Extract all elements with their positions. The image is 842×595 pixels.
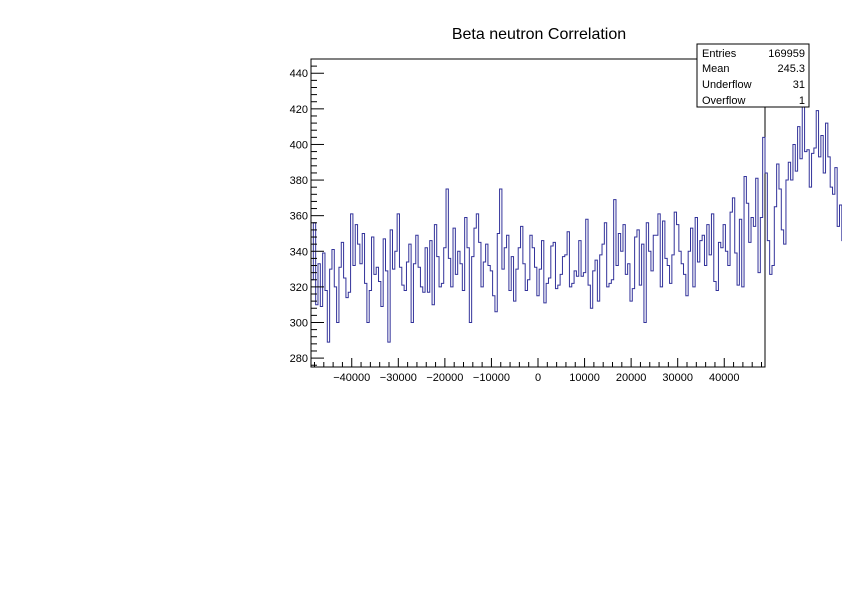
x-tick-label: −40000: [333, 372, 370, 384]
histogram-layer: [311, 85, 842, 343]
y-tick-label: 400: [290, 139, 308, 151]
x-tick-label: −10000: [473, 372, 510, 384]
stats-mean-label: Mean: [702, 63, 730, 75]
y-tick-label: 380: [290, 175, 308, 187]
stats-overflow-value: 1: [799, 95, 805, 107]
stats-underflow-value: 31: [793, 79, 805, 91]
x-tick-label: 0: [535, 372, 541, 384]
stats-box: Entries 169959 Mean 245.3 Underflow 31 O…: [696, 43, 810, 108]
y-tick-label: 440: [290, 68, 308, 80]
stats-entries-label: Entries: [702, 48, 737, 60]
y-tick-label: 320: [290, 282, 308, 294]
histogram-series-line: [311, 85, 842, 343]
stats-mean-value: 245.3: [777, 63, 805, 75]
x-tick-label: 10000: [569, 372, 600, 384]
y-tick-label: 280: [290, 353, 308, 365]
x-tick-label: 20000: [616, 372, 647, 384]
x-tick-label: 40000: [709, 372, 740, 384]
y-tick-label: 360: [290, 211, 308, 223]
stats-entries-value: 169959: [768, 48, 805, 60]
y-tick-label: 420: [290, 104, 308, 116]
stats-underflow-label: Underflow: [702, 79, 752, 91]
y-tick-label: 300: [290, 317, 308, 329]
x-tick-label: 30000: [662, 372, 693, 384]
x-tick-label: −20000: [426, 372, 463, 384]
x-tick-label: −30000: [380, 372, 417, 384]
y-tick-label: 340: [290, 246, 308, 258]
x-axis: −40000 −30000 −20000 −10000 0 10000 20000 30000…: [313, 358, 763, 384]
stats-overflow-label: Overflow: [702, 95, 745, 107]
stats-box-frame: [696, 43, 810, 108]
chart-title: Beta neutron Correlation: [452, 26, 626, 43]
y-axis: 280 300 320 340 360 380 400 420 440: [290, 58, 324, 366]
